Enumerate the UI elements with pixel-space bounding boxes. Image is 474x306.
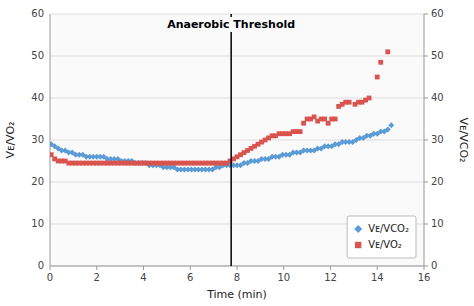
- y2-axis-label: Vᴇ/VCO₂: [457, 118, 470, 163]
- point: [347, 100, 352, 105]
- chart-container: 0 10 20 30 40 50 60 0 10 20 30 40 50 60 0 2 4 6 8 10 12 14 16 T…: [0, 0, 474, 306]
- grid-line: [50, 182, 424, 183]
- annotation-label: Anaerobic Threshold: [167, 18, 295, 31]
- x-tick: [237, 266, 238, 270]
- x-tick-label: 2: [94, 272, 100, 283]
- legend-marker: [355, 242, 361, 248]
- legend: Vᴇ/VCO₂ Vᴇ/VO₂: [347, 216, 416, 258]
- y-tick-label: 30: [31, 134, 44, 145]
- y2-tick-label: 40: [431, 92, 444, 103]
- x-tick-label: 16: [418, 272, 431, 283]
- y2-tick: [424, 266, 428, 267]
- annotation-label-group: Anaerobic Threshold: [164, 17, 298, 32]
- chart: 0 10 20 30 40 50 60 0 10 20 30 40 50 60 0 2 4 6 8 10 12 14 16 T…: [0, 0, 474, 306]
- point: [388, 122, 394, 128]
- series-0: [50, 122, 394, 172]
- annotation-label-background: [164, 17, 298, 32]
- y2-axis-line: [424, 14, 425, 266]
- y2-tick: [424, 14, 428, 15]
- x-tick-label: 8: [234, 272, 240, 283]
- x-tick-label: 0: [47, 272, 53, 283]
- y2-tick-label: 10: [431, 218, 444, 229]
- x-tick: [50, 266, 51, 270]
- grid-line: [50, 266, 424, 267]
- legend-label: Vᴇ/VCO₂: [368, 223, 409, 234]
- x-tick-label: 4: [140, 272, 146, 283]
- x-tick: [96, 266, 97, 270]
- grid-line: [50, 14, 424, 15]
- y-axis-line: [50, 14, 51, 266]
- x-tick-label: 6: [187, 272, 193, 283]
- x-tick: [143, 266, 144, 270]
- legend-label: Vᴇ/VO₂: [368, 239, 402, 250]
- point: [367, 96, 372, 101]
- y2-tick: [424, 56, 428, 57]
- series-1: [50, 49, 390, 165]
- x-axis-label: Time (min): [206, 288, 267, 301]
- x-tick: [330, 266, 331, 270]
- point: [326, 121, 331, 126]
- point: [298, 129, 303, 134]
- y2-tick-label: 50: [431, 50, 444, 61]
- x-tick: [377, 266, 378, 270]
- y-tick-label: 0: [38, 260, 44, 271]
- y-tick-label: 10: [31, 218, 44, 229]
- y-tick-label: 60: [31, 8, 44, 19]
- x-axis-line: [50, 266, 424, 267]
- y2-tick: [424, 224, 428, 225]
- point: [385, 127, 391, 133]
- point: [378, 60, 383, 65]
- grid-line: [50, 56, 424, 57]
- annotation-line-group: [231, 14, 232, 266]
- y-tick-label: 20: [31, 176, 44, 187]
- y2-tick-label: 20: [431, 176, 444, 187]
- grid: [50, 14, 424, 266]
- y2-tick-label: 30: [431, 134, 444, 145]
- x-tick: [424, 266, 425, 270]
- point: [301, 121, 306, 126]
- point: [322, 117, 327, 122]
- y-tick-label: 40: [31, 92, 44, 103]
- x-tick-label: 14: [371, 272, 384, 283]
- y2-tick: [424, 140, 428, 141]
- legend-box: [347, 216, 416, 258]
- y2-tick-label: 0: [431, 260, 437, 271]
- grid-line: [50, 140, 424, 141]
- y2-tick-label: 60: [431, 8, 444, 19]
- x-tick: [283, 266, 284, 270]
- legend-marker: [354, 225, 362, 233]
- point: [385, 49, 390, 54]
- plot-background: [50, 14, 424, 266]
- x-tick-label: 12: [324, 272, 337, 283]
- point: [50, 152, 54, 157]
- y-axis-label: Vᴇ/VO₂: [4, 121, 17, 158]
- point: [312, 115, 317, 120]
- point: [333, 117, 338, 122]
- axes: 0 10 20 30 40 50 60 0 10 20 30 40 50 60 0 2 4 6 8 10 12 14 16: [31, 8, 443, 283]
- data-layer: [50, 49, 394, 172]
- threshold-line: [230, 14, 232, 266]
- y-tick-label: 50: [31, 50, 44, 61]
- y2-tick: [424, 98, 428, 99]
- y2-tick: [424, 182, 428, 183]
- point: [375, 75, 380, 80]
- x-tick-label: 10: [277, 272, 290, 283]
- x-tick: [190, 266, 191, 270]
